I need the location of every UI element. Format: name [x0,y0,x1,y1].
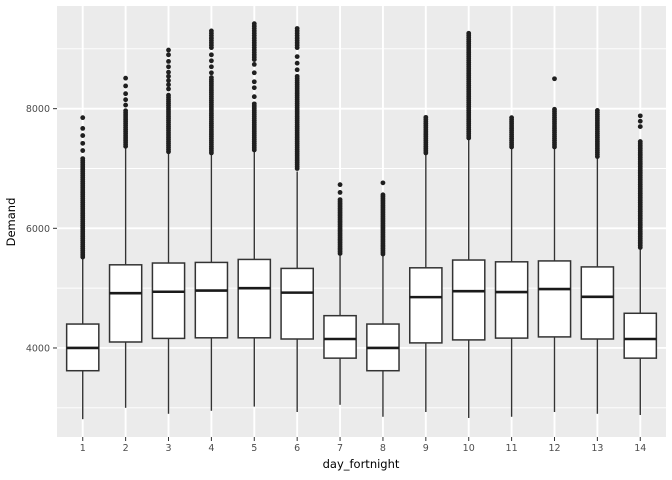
y-tick-label-4000: 4000 [26,343,50,354]
outlier-dot-3 [166,64,171,70]
box-2 [108,264,143,343]
outlier-dot-4 [208,75,214,80]
outlier-dot-8 [380,180,386,186]
outlier-dot-14 [637,113,643,119]
y-tick-label-8000: 8000 [26,104,50,115]
x-tick-label-12: 12 [548,443,560,454]
outlier-dot-4 [208,28,214,34]
box-5 [237,258,272,339]
outlier-dot-1 [80,148,86,153]
outlier-dot-4 [208,70,214,76]
box-12 [537,260,572,338]
x-tick-label-4: 4 [208,443,214,454]
outlier-dot-5 [251,79,257,85]
x-tick-label-10: 10 [463,443,475,454]
x-tick-label-13: 13 [591,443,603,454]
outlier-dot-6 [294,73,300,79]
outlier-dot-5 [251,70,257,76]
outlier-dot-3 [166,86,171,92]
outlier-dot-5 [251,101,257,107]
outlier-dot-5 [251,94,257,100]
x-tick-label-7: 7 [337,443,343,454]
outlier-dot-4 [208,52,214,58]
outlier-dot-3 [166,52,171,58]
outlier-dot-12 [552,106,557,112]
x-tick-label-6: 6 [294,443,300,454]
box-3 [151,262,186,340]
outlier-dot-1 [80,115,86,121]
outlier-dot-9 [423,114,429,120]
outlier-dot-3 [166,92,171,98]
outlier-dot-13 [594,108,600,113]
outlier-dot-2 [123,102,129,108]
outlier-dot-2 [123,75,129,81]
outlier-dot-2 [123,108,129,114]
outlier-dot-1 [80,133,86,138]
x-tick-label-2: 2 [123,443,129,454]
outlier-dot-6 [294,67,300,73]
outlier-dot-14 [637,124,643,130]
x-tick-label-3: 3 [165,443,171,454]
outlier-dot-12 [552,76,557,82]
box-6 [280,267,315,340]
y-tick-label-6000: 6000 [26,224,50,235]
outlier-dot-5 [251,85,257,91]
outlier-dot-3 [166,59,171,64]
x-tick-label-1: 1 [80,443,86,454]
outlier-dot-4 [208,64,214,70]
x-tick-label-9: 9 [423,443,429,454]
outlier-dot-6 [294,54,300,60]
outlier-dot-1 [80,140,86,146]
outlier-dot-1 [80,156,86,162]
outlier-dot-5 [251,61,257,67]
outlier-dot-6 [294,26,300,31]
outlier-dot-5 [251,21,257,27]
x-tick-label-14: 14 [634,443,646,454]
x-axis-title: day_fortnight [322,457,400,471]
outlier-dot-2 [123,91,129,97]
box-14 [623,312,658,359]
x-tick-label-5: 5 [251,443,257,454]
box-11 [494,261,529,339]
x-tick-label-11: 11 [506,443,518,454]
outlier-dot-4 [208,58,214,64]
outlier-dot-2 [123,83,129,89]
outlier-dot-14 [637,139,643,144]
outlier-dot-11 [509,115,515,121]
box-10 [451,259,486,341]
outlier-dot-10 [466,30,472,36]
panel-background [57,6,666,437]
outlier-dot-8 [380,192,386,198]
y-axis-title: Demand [4,197,18,247]
outlier-dot-3 [166,47,171,53]
outlier-dot-7 [337,197,343,203]
box-7 [323,314,357,359]
box-13 [580,266,615,340]
outlier-dot-6 [294,60,300,66]
outlier-dot-3 [166,82,171,88]
outlier-dot-2 [123,97,129,103]
outlier-dot-14 [637,118,643,124]
outlier-dot-7 [337,190,343,195]
outlier-dot-3 [166,73,171,79]
outlier-dot-3 [166,78,171,83]
x-tick-label-8: 8 [380,443,386,454]
outlier-dot-1 [80,126,86,131]
box-9 [408,267,443,344]
outlier-dot-3 [166,69,171,75]
box-4 [194,261,229,339]
outlier-dot-7 [337,182,343,188]
